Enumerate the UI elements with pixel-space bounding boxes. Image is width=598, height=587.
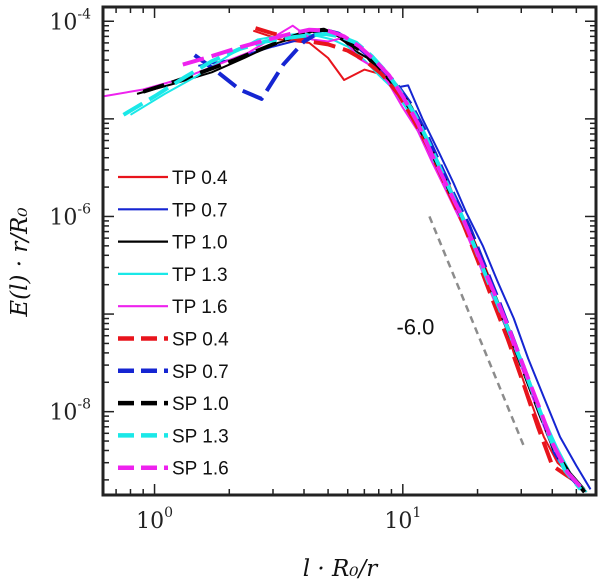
legend-label-tp-0-4: TP 0.4 <box>172 168 228 189</box>
series-line-sp-1-6 <box>182 27 585 491</box>
y-tick-label: 10-8 <box>49 397 91 426</box>
legend-label-sp-1-3: SP 1.3 <box>172 426 229 447</box>
series-line-tp-0-7 <box>198 31 592 490</box>
y-tick-label: 10-4 <box>49 6 91 35</box>
legend-label-sp-0-4: SP 0.4 <box>172 330 229 351</box>
y-tick-label: 10-6 <box>49 201 91 230</box>
series-layer <box>103 24 592 494</box>
legend-label-sp-1-0: SP 1.0 <box>172 394 229 415</box>
legend: TP 0.4 TP 0.7 TP 1.0 TP 1.3 TP 1.6 SP 0.4 SP 0… <box>118 168 229 480</box>
series-line-sp-1-0 <box>142 27 587 494</box>
legend-label-sp-1-6: SP 1.6 <box>172 459 229 480</box>
x-tick-label: 100 <box>136 505 173 534</box>
legend-label-tp-1-3: TP 1.3 <box>172 265 228 286</box>
x-tick-label: 101 <box>384 505 421 534</box>
reference-slope-line <box>428 215 526 449</box>
legend-label-tp-0-7: TP 0.7 <box>172 200 228 221</box>
y-axis-label: E(l) · r/R₀ <box>7 207 33 317</box>
plot-frame <box>101 5 598 497</box>
reference-layer: -6.0 <box>396 215 526 449</box>
tick-layer: 100 101 10-8 10-6 10-4 <box>49 6 597 534</box>
reference-slope-label: -6.0 <box>396 314 434 339</box>
legend-label-sp-0-7: SP 0.7 <box>172 362 229 383</box>
legend-label-tp-1-0: TP 1.0 <box>172 233 228 254</box>
legend-label-tp-1-6: TP 1.6 <box>172 297 228 318</box>
x-axis-label: l · R₀/r <box>303 556 380 582</box>
